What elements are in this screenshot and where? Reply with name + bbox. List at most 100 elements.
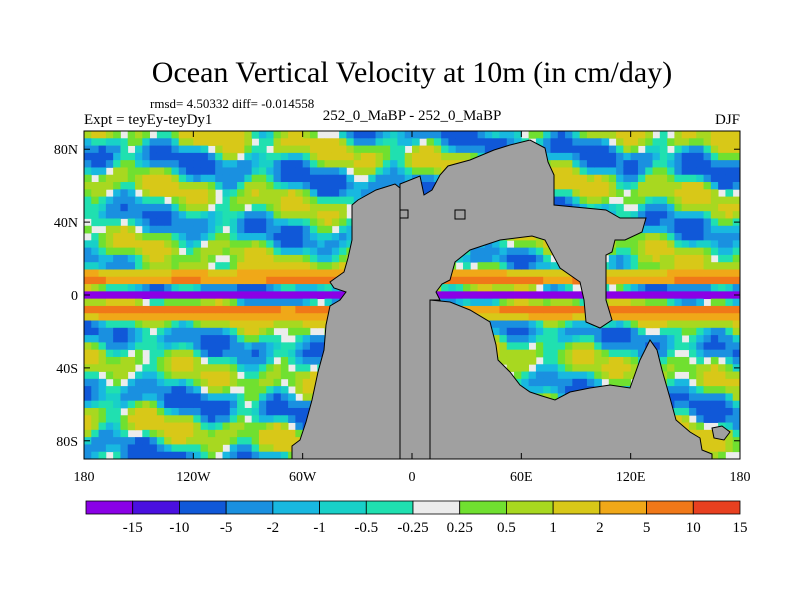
field-cell xyxy=(645,196,653,205)
field-cell xyxy=(521,320,530,329)
field-cell xyxy=(681,305,690,314)
field-cell xyxy=(718,451,726,459)
field-cell xyxy=(667,364,675,372)
field-cell xyxy=(696,327,704,336)
field-cell xyxy=(186,174,194,183)
field-cell xyxy=(215,349,223,358)
field-cell xyxy=(120,313,129,321)
field-cell xyxy=(273,444,282,453)
field-cell xyxy=(288,407,296,416)
field-cell xyxy=(98,320,107,329)
field-cell xyxy=(142,152,150,161)
field-cell xyxy=(557,305,566,314)
field-cell xyxy=(142,327,150,336)
field-cell xyxy=(237,145,245,154)
field-cell xyxy=(149,269,158,278)
field-cell xyxy=(703,269,712,278)
field-cell xyxy=(339,160,347,168)
field-cell xyxy=(105,298,114,307)
field-cell xyxy=(142,174,150,183)
field-cell xyxy=(499,131,508,139)
field-cell xyxy=(681,342,690,351)
field-cell xyxy=(455,276,464,285)
field-cell xyxy=(623,291,632,300)
field-cell xyxy=(309,196,318,205)
field-cell xyxy=(178,422,187,431)
colorbar-label: -0.25 xyxy=(397,520,428,536)
field-cell xyxy=(120,233,129,241)
field-cell xyxy=(164,203,172,212)
field-cell xyxy=(84,284,92,292)
y-tick-label: 40N xyxy=(54,216,78,231)
field-cell xyxy=(258,189,267,197)
field-cell xyxy=(266,349,274,358)
field-cell xyxy=(113,291,121,300)
field-cell xyxy=(404,152,413,161)
field-cell xyxy=(521,298,530,307)
field-cell xyxy=(492,284,500,292)
field-cell xyxy=(710,262,719,270)
field-cell xyxy=(521,305,530,314)
colorbar: -15 -10 -5 -2 -1 -0.5 -0.25 0.25 0.5 1 2 5 10 15 xyxy=(85,500,748,536)
x-tick-label: 60W xyxy=(289,470,317,485)
field-cell xyxy=(339,240,347,249)
field-cell xyxy=(302,145,311,154)
field-cell xyxy=(156,451,165,459)
field-cell xyxy=(652,269,661,278)
field-cell xyxy=(696,313,704,321)
field-cell xyxy=(156,233,165,241)
field-cell xyxy=(725,225,734,234)
field-cell xyxy=(215,364,223,372)
field-cell xyxy=(667,284,675,292)
field-cell xyxy=(149,291,158,300)
field-cell xyxy=(120,160,129,168)
field-cell xyxy=(229,269,238,278)
field-cell xyxy=(667,349,675,358)
field-cell xyxy=(608,378,617,387)
field-cell xyxy=(637,305,646,314)
field-cell xyxy=(579,356,588,365)
field-cell xyxy=(98,356,107,365)
field-cell xyxy=(120,247,129,256)
x-tick-label: 180 xyxy=(74,470,95,485)
field-cell xyxy=(302,364,311,372)
field-cell xyxy=(732,422,740,431)
field-cell xyxy=(463,152,471,161)
field-cell xyxy=(186,276,194,285)
field-cell xyxy=(266,240,274,249)
field-cell xyxy=(244,262,253,270)
field-cell xyxy=(710,247,719,256)
field-cell xyxy=(302,276,311,285)
field-cell xyxy=(237,167,245,176)
field-cell xyxy=(601,203,610,212)
field-cell xyxy=(659,196,668,205)
field-cell xyxy=(171,342,180,351)
field-cell xyxy=(703,386,712,394)
field-cell xyxy=(390,138,398,146)
field-cell xyxy=(251,335,260,343)
field-cell xyxy=(258,240,267,249)
colorbar-label: 0.25 xyxy=(447,520,473,536)
field-cell xyxy=(725,131,734,139)
field-cell xyxy=(732,415,740,423)
field-cell xyxy=(251,196,260,205)
field-cell xyxy=(91,327,99,336)
field-cell xyxy=(535,131,544,139)
field-cell xyxy=(84,371,92,380)
field-cell xyxy=(492,262,500,270)
field-cell xyxy=(200,276,209,285)
colorbar-label: 15 xyxy=(733,520,748,536)
field-cell xyxy=(302,298,311,307)
field-cell xyxy=(586,378,595,387)
field-cell xyxy=(681,254,690,263)
field-cell xyxy=(178,349,187,358)
field-cell xyxy=(543,327,551,336)
field-cell xyxy=(448,276,457,285)
field-cell xyxy=(113,152,121,161)
field-cell xyxy=(331,203,340,212)
field-cell xyxy=(280,386,289,394)
field-cell xyxy=(207,335,216,343)
field-cell xyxy=(674,145,683,154)
field-cell xyxy=(149,167,158,176)
field-cell xyxy=(550,145,559,154)
